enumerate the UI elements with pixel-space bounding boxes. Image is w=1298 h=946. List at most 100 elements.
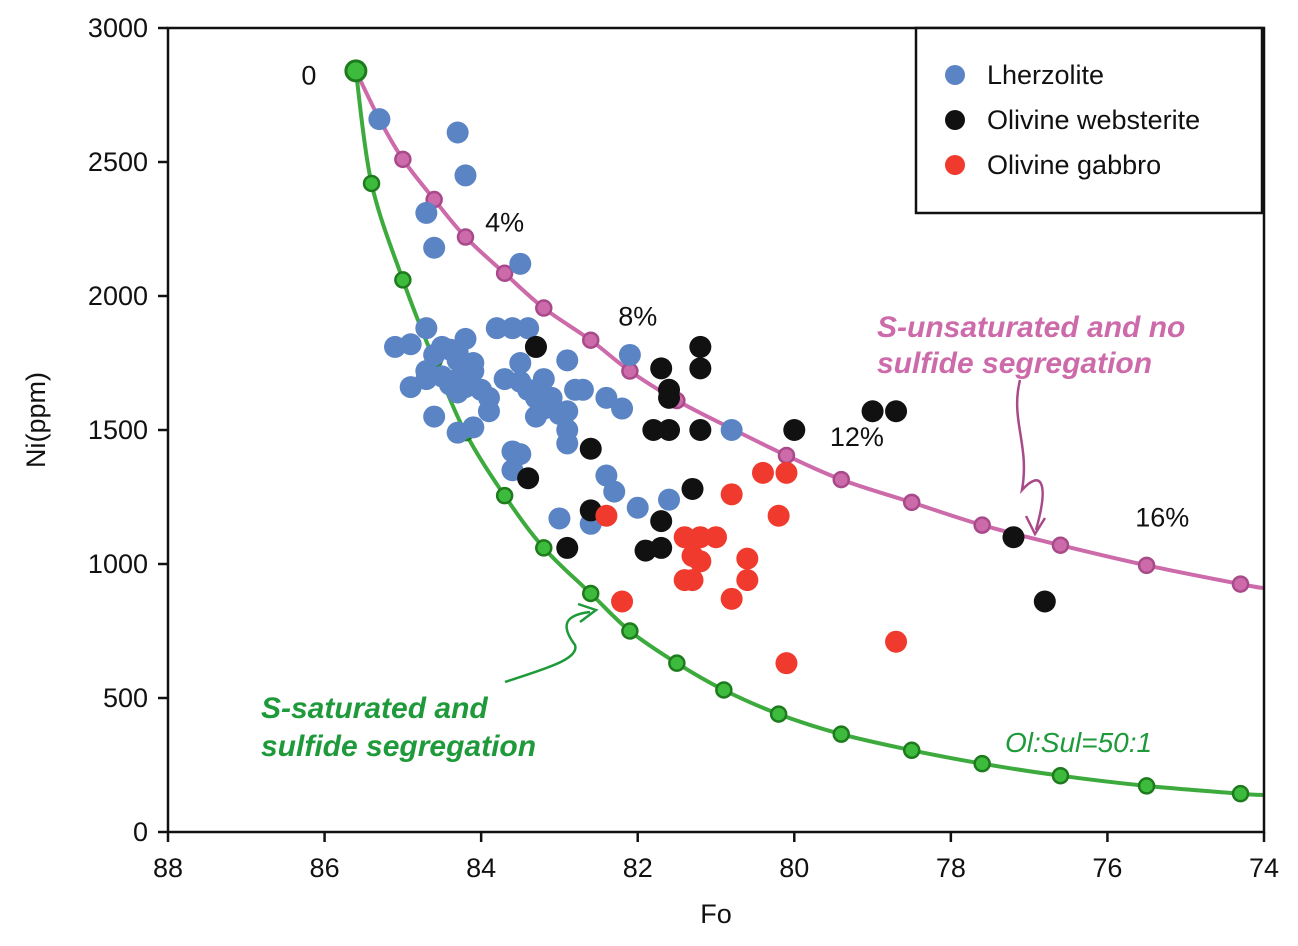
x-tick-label: 84 bbox=[466, 853, 496, 883]
lherzolite-point bbox=[509, 252, 532, 275]
olivine-gabbro-point bbox=[689, 526, 712, 549]
saturated-curve-marker bbox=[535, 539, 553, 557]
lherzolite-point bbox=[517, 317, 540, 340]
olivine-websterite-point bbox=[1002, 526, 1025, 549]
saturated-curve-marker bbox=[769, 705, 788, 723]
annotation-unsaturated-line1: S-unsaturated and no bbox=[877, 311, 1185, 344]
lherzolite-point bbox=[462, 416, 485, 439]
saturated-curve-marker bbox=[621, 622, 639, 640]
legend-marker-lherzolite bbox=[945, 65, 965, 85]
lherzolite-point bbox=[571, 378, 594, 401]
olivine-gabbro-point bbox=[681, 569, 704, 592]
saturated-curve-marker bbox=[832, 725, 851, 743]
curve-origin-marker bbox=[344, 59, 368, 83]
olivine-websterite-point bbox=[689, 419, 712, 441]
olivine-websterite-point bbox=[650, 510, 673, 533]
x-tick-label: 76 bbox=[1092, 853, 1122, 883]
unsaturated-curve-marker bbox=[777, 446, 796, 465]
percent-label: 4% bbox=[485, 208, 524, 238]
unsaturated-curve-marker bbox=[1051, 536, 1070, 554]
lherzolite-point bbox=[532, 368, 555, 391]
saturated-curve-marker bbox=[581, 584, 600, 603]
annotation-saturated-line2: sulfide segregation bbox=[261, 730, 536, 763]
saturated-curve-marker bbox=[362, 174, 381, 193]
legend-label-lherzolite: Lherzolite bbox=[987, 60, 1104, 90]
unsaturated-curve-marker bbox=[1231, 575, 1250, 593]
saturated-curve-marker bbox=[394, 271, 412, 289]
x-tick-label: 86 bbox=[310, 853, 340, 883]
lherzolite-point bbox=[720, 419, 743, 441]
annotation-saturated-arrow bbox=[504, 610, 591, 684]
saturated-curve-marker bbox=[973, 754, 991, 773]
lherzolite-point bbox=[399, 333, 422, 356]
olivine-websterite-point bbox=[642, 419, 665, 441]
olivine-websterite-point bbox=[681, 477, 704, 500]
olivine-gabbro-point bbox=[751, 461, 774, 484]
lherzolite-point bbox=[595, 386, 618, 409]
x-tick-label: 74 bbox=[1249, 853, 1279, 883]
olivine-gabbro-point bbox=[885, 630, 908, 653]
y-tick-label: 1500 bbox=[88, 415, 148, 445]
olivine-websterite-point bbox=[885, 400, 908, 423]
lherzolite-point bbox=[556, 349, 579, 372]
lherzolite-point bbox=[415, 201, 438, 224]
olivine-websterite-point bbox=[689, 357, 712, 380]
lherzolite-point bbox=[501, 317, 524, 340]
olivine-gabbro-point bbox=[673, 526, 696, 549]
annotation-ol-sul-ratio: Ol:Sul=50:1 bbox=[1005, 727, 1152, 758]
olivine-gabbro-point bbox=[736, 547, 759, 570]
olivine-websterite-point bbox=[658, 419, 681, 441]
olivine-websterite-point bbox=[517, 467, 540, 490]
unsaturated-curve-marker bbox=[973, 516, 991, 534]
annotation-saturated-line1: S-saturated and bbox=[261, 692, 488, 725]
lherzolite-point bbox=[485, 317, 508, 340]
x-tick-label: 88 bbox=[153, 853, 183, 883]
unsaturated-curve-marker bbox=[832, 470, 851, 489]
saturated-curve-marker bbox=[495, 486, 514, 505]
olivine-websterite-point bbox=[783, 419, 806, 441]
percent-label: 16% bbox=[1135, 502, 1189, 532]
lherzolite-point bbox=[548, 507, 571, 530]
lherzolite-point bbox=[556, 400, 579, 423]
data-points bbox=[368, 108, 1056, 675]
x-tick-label: 82 bbox=[623, 853, 653, 883]
unsaturated-curve-marker bbox=[535, 299, 553, 317]
olivine-websterite-point bbox=[556, 536, 579, 559]
saturated-curve-marker bbox=[1051, 766, 1070, 785]
olivine-websterite-point bbox=[650, 536, 673, 559]
percent-label: 0 bbox=[301, 60, 316, 90]
legend-label-olivine-websterite: Olivine websterite bbox=[987, 105, 1200, 135]
unsaturated-curve-marker bbox=[581, 331, 600, 349]
olivine-gabbro-point bbox=[736, 569, 759, 592]
lherzolite-point bbox=[556, 432, 579, 455]
olivine-gabbro-point bbox=[595, 504, 618, 527]
olivine-gabbro-point bbox=[767, 504, 790, 527]
lherzolite-point bbox=[603, 480, 626, 503]
olivine-websterite-point bbox=[650, 357, 673, 380]
olivine-websterite-point bbox=[689, 335, 712, 358]
annotation-saturated-arrowhead bbox=[577, 602, 599, 623]
percent-labels: 0 4% 8% 12% 16% bbox=[301, 60, 1189, 532]
olivine-gabbro-point bbox=[775, 652, 798, 675]
lherzolite-point bbox=[658, 488, 681, 511]
annotation-unsaturated-arrow bbox=[1015, 379, 1044, 531]
legend-marker-olivine-gabbro bbox=[945, 155, 965, 175]
lherzolite-point bbox=[618, 343, 641, 366]
y-axis-title: Ni(ppm) bbox=[21, 372, 51, 468]
lherzolite-point bbox=[477, 400, 500, 423]
saturated-curve-marker bbox=[902, 741, 921, 760]
lherzolite-point bbox=[399, 376, 422, 399]
olivine-gabbro-point bbox=[689, 550, 712, 573]
lherzolite-point bbox=[626, 496, 649, 519]
x-axis-title: Fo bbox=[700, 899, 732, 929]
y-tick-label: 1000 bbox=[88, 549, 148, 579]
unsaturated-curve-marker bbox=[495, 264, 514, 282]
y-tick-label: 2500 bbox=[88, 147, 148, 177]
x-axis-ticks: 88 86 84 82 80 78 76 74 bbox=[153, 832, 1279, 883]
olivine-websterite-point bbox=[861, 400, 884, 423]
y-tick-label: 2000 bbox=[88, 281, 148, 311]
lherzolite-point bbox=[446, 381, 469, 404]
annotation-unsaturated: S-unsaturated and no sulfide segregation bbox=[877, 311, 1185, 537]
lherzolite-point bbox=[368, 108, 391, 131]
